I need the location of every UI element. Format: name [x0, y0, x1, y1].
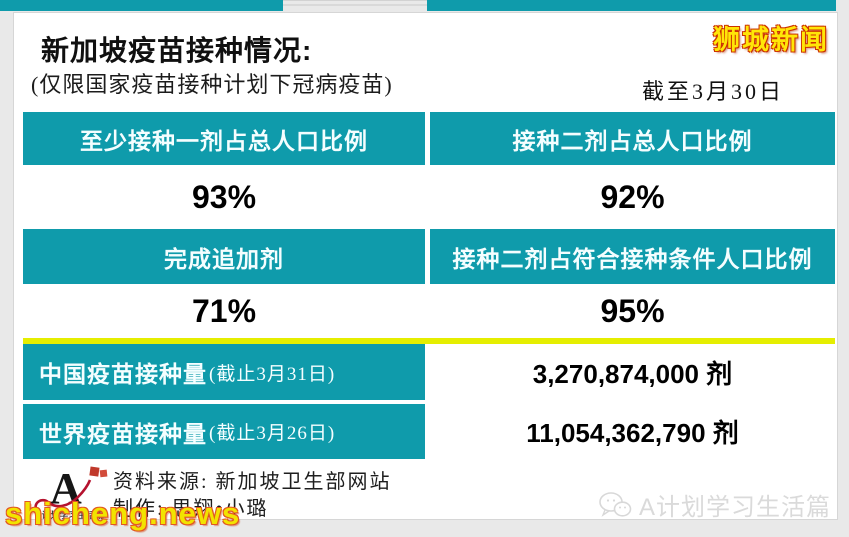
top-strip-right-segment [427, 0, 836, 11]
top-strip-left-segment [0, 0, 283, 11]
world-doses-label-text: 世界疫苗接种量 [39, 420, 207, 447]
world-doses-label: 世界疫苗接种量 (截止3月26日) [23, 404, 425, 459]
logo-seal [99, 469, 108, 478]
header-cell-dose2-eligible: 接种二剂占符合接种条件人口比例 [430, 229, 835, 284]
vaccination-infographic-card: 新加坡疫苗接种情况: (仅限国家疫苗接种计划下冠病疫苗) 狮城新闻 截至3月30… [13, 12, 838, 522]
china-doses-label: 中国疫苗接种量 (截止3月31日) [23, 344, 425, 400]
table-value-row: 93% 92% [23, 165, 835, 229]
value-cell-dose2-share: 92% [430, 165, 835, 229]
china-doses-label-text: 中国疫苗接种量 [39, 361, 207, 387]
top-strip-hairline [283, 0, 427, 1]
yellow-divider [23, 338, 835, 344]
a-plan-logo: A A计划学习生活篇 [34, 464, 108, 520]
logo-seal [89, 466, 100, 477]
logo-red-swoosh [34, 479, 92, 512]
table-header-row: 至少接种一剂占总人口比例 接种二剂占总人口比例 [23, 112, 835, 165]
table-header-row: 完成追加剂 接种二剂占符合接种条件人口比例 [23, 229, 835, 284]
value-cell-booster: 71% [23, 284, 425, 338]
world-doses-row: 世界疫苗接种量 (截止3月26日) 11,054,362,790 剂 [23, 404, 835, 459]
logo-caption: A计划学习生活篇 [35, 510, 105, 520]
header-cell-dose2-share: 接种二剂占总人口比例 [430, 112, 835, 165]
value-cell-dose1-share: 93% [23, 165, 425, 229]
wechat-watermark: A计划学习生活篇 [598, 487, 831, 522]
shicheng-news-watermark: shicheng.news [5, 496, 241, 531]
wechat-icon [599, 491, 632, 517]
vaccination-table: 至少接种一剂占总人口比例 接种二剂占总人口比例 93% 92% 完成追加剂 接种… [23, 112, 835, 459]
world-doses-value: 11,054,362,790 剂 [430, 404, 835, 459]
data-source-line: 资料来源: 新加坡卫生部网站 [113, 471, 392, 493]
header-cell-dose1-share: 至少接种一剂占总人口比例 [23, 112, 425, 165]
header-cell-booster: 完成追加剂 [23, 229, 425, 284]
maker-line: 制作: 思翔•小璐 [113, 498, 269, 520]
as-of-date: 截至3月30日 [642, 79, 785, 104]
top-strip-mid-line [283, 4, 427, 6]
page-subtitle: (仅限国家疫苗接种计划下冠病疫苗) [31, 72, 393, 97]
wechat-account-name: A计划学习生活篇 [638, 494, 831, 521]
china-doses-row: 中国疫苗接种量 (截止3月31日) 3,270,874,000 剂 [23, 344, 835, 400]
china-doses-date-note: (截止3月31日) [209, 363, 336, 385]
china-doses-value: 3,270,874,000 剂 [430, 344, 835, 400]
brand-wordmark: 狮城新闻 [713, 25, 829, 55]
page-title: 新加坡疫苗接种情况: [41, 35, 313, 66]
table-value-row: 71% 95% [23, 284, 835, 338]
world-doses-date-note: (截止3月26日) [209, 423, 336, 444]
value-cell-dose2-eligible: 95% [430, 284, 835, 338]
